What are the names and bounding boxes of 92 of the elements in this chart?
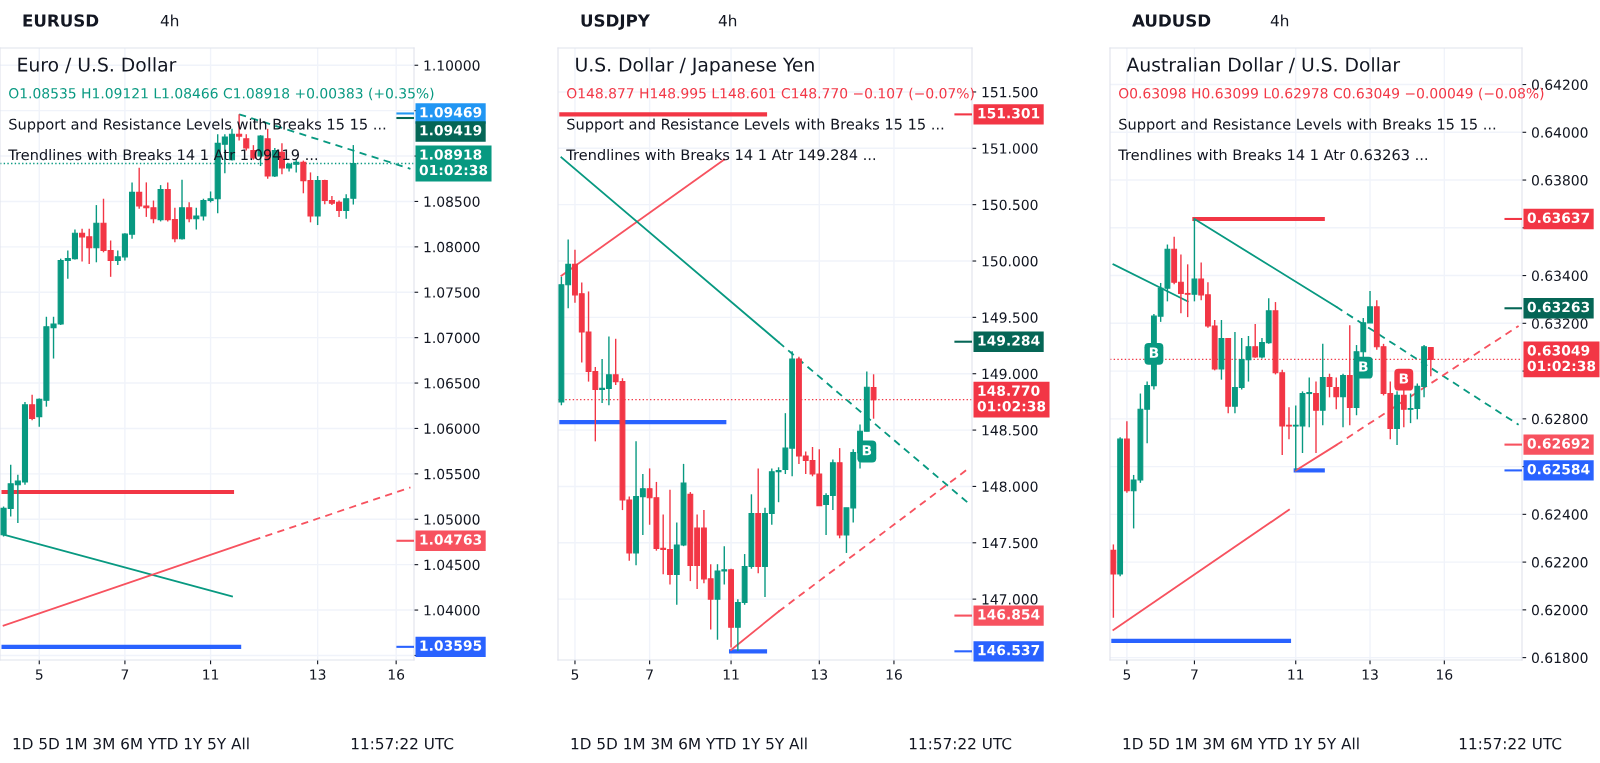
y-tick-label: 1.05000 [424,514,480,525]
data-label: B [1399,373,1409,384]
text: 1D 5D 1M 3M 6M YTD 1Y 5Y All [13,737,249,750]
y-tick-label: 1.05500 [424,468,480,480]
x-tick-label: 11 [203,669,219,680]
y-tick-label: 1.07500 [424,287,480,298]
x-tick-label: 11 [723,669,739,680]
candlestick [186,201,193,224]
y-tick-label: 1.04000 [424,605,480,616]
ref-line-label: 146.537 [978,644,1040,656]
y-tick-label: 147.000 [982,594,1038,605]
ref-line-label: 1.03595 [420,640,482,651]
ref-line-label: 148.770 01:02:38 [977,385,1046,412]
y-tick-label: 1.08000 [424,241,480,253]
x-tick-label: 5 [35,669,43,680]
text: 4h [160,14,179,27]
text: O148.877 H148.995 L148.601 C148.770 −0.107 (−0.07%) [567,87,974,101]
text: 1D 5D 1M 3M 6M YTD 1Y 5Y All [1123,737,1359,750]
annotation: Support and Resistance Levels with Breaks 15 15 ... [567,118,944,133]
y-tick-label: 1.06000 [424,423,480,434]
x-tick-label: 7 [121,669,129,680]
x-tick-label: 16 [886,669,902,680]
text: USDJPY [581,14,651,30]
x-tick-label: 5 [1123,669,1131,680]
y-tick-label: 1.10000 [424,60,480,71]
y-tick-label: 150.500 [982,199,1038,211]
text: AUDUSD [1132,14,1211,27]
text: 4h [718,14,737,27]
data-label: B [862,445,872,456]
y-tick-label: 0.63400 [1531,270,1588,282]
chart-title: Australian Dollar / U.S. Dollar [1126,57,1401,74]
ref-line-label: 151.301 [978,107,1040,119]
x-tick-label: 5 [571,669,579,680]
y-tick-label: 1.08500 [424,196,480,207]
y-tick-label: 0.63200 [1531,318,1588,329]
ref-line-label: 0.63637 [1527,212,1590,223]
candlestick [1333,376,1340,410]
text: EURUSD [23,14,99,27]
y-tick-label: 150.000 [982,255,1038,267]
y-tick-label: 0.61800 [1531,652,1588,664]
x-tick-label: 7 [646,669,653,680]
text: 11:57:22 UTC [1459,737,1562,750]
ref-line-label: 0.62692 [1527,438,1589,449]
y-tick-label: 149.500 [982,312,1038,323]
y-tick-label: 148.500 [982,425,1038,436]
ref-line-label: 146.854 [978,609,1040,620]
y-tick-label: 1.07000 [424,332,480,344]
y-tick-label: 0.62800 [1531,413,1588,425]
candlestick [1326,373,1333,399]
chart-title: Euro / U.S. Dollar [18,57,177,74]
candlestick [1340,373,1346,428]
y-tick-label: 147.500 [982,537,1038,549]
ref-line-label: 0.63049 01:02:38 [1527,345,1596,372]
ref-line-label: 0.62584 [1527,463,1590,475]
text: O1.08535 H1.09121 L1.08466 C1.08918 +0.00383 (+0.35%) [9,87,434,101]
y-tick-label: 151.000 [982,143,1038,154]
candlestick [29,394,36,421]
y-tick-label: 149.000 [982,368,1038,380]
annotation: Trendlines with Breaks 14 1 Atr 0.63263 ... [1118,148,1427,161]
x-tick-label: 16 [1437,669,1453,680]
y-tick-label: 151.500 [982,86,1038,98]
x-tick-label: 11 [1288,669,1304,680]
text: 4h [1270,14,1289,27]
annotation: Trendlines with Breaks 14 1 Atr 149.284 ... [566,148,876,161]
y-tick-label: 1.06500 [424,378,480,389]
ref-line-label: 1.08918 01:02:38 [419,149,488,176]
data-label: B [1149,347,1159,358]
text: 11:57:22 UTC [351,737,454,750]
ref-line-label: 0.63263 [1527,301,1590,313]
y-tick-label: 0.62400 [1531,509,1588,520]
candlestick [1313,380,1319,454]
x-tick-label: 13 [1362,669,1378,680]
text: 1D 5D 1M 3M 6M YTD 1Y 5Y All [571,737,807,750]
data-label: B [1359,361,1368,372]
y-tick-label: 0.64000 [1531,127,1588,138]
ref-line-label: 1.04763 [420,534,482,545]
x-tick-label: 16 [388,669,405,680]
y-tick-label: 0.63800 [1531,175,1588,186]
y-tick-label: 0.62200 [1531,557,1588,568]
text: 11:57:22 UTC [909,737,1012,750]
chart-title: U.S. Dollar / Japanese Yen [576,57,814,76]
x-tick-label: 7 [1191,669,1198,680]
x-tick-label: 13 [811,669,828,680]
y-tick-label: 148.000 [982,481,1038,492]
x-tick-label: 13 [310,669,326,680]
candlestick [1110,543,1117,619]
annotation: Support and Resistance Levels with Breaks 15 15 ... [1119,118,1496,133]
y-tick-label: 0.62000 [1531,604,1588,616]
y-tick-label: 1.04500 [424,559,480,571]
ref-line-label: 149.284 [978,335,1040,346]
ref-line-label: 1.09419 [420,124,482,136]
ref-line-label: 1.09469 [420,106,482,118]
